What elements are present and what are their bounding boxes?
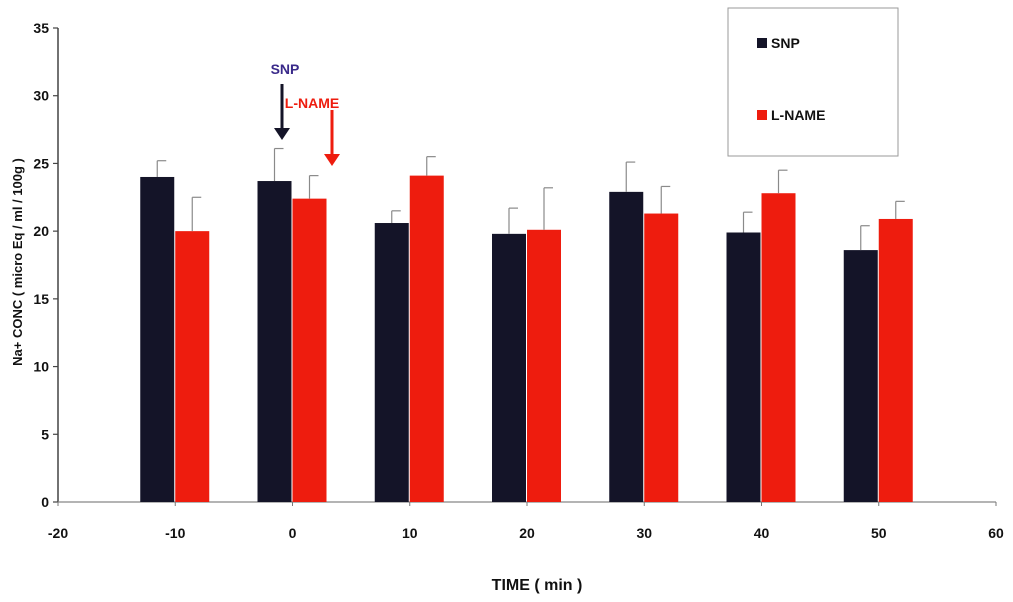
bar-snp: [843, 250, 878, 502]
y-tick-label: 0: [41, 494, 49, 510]
y-tick-label: 15: [33, 291, 49, 307]
bar-snp: [726, 232, 761, 503]
x-tick-label: 20: [519, 525, 535, 541]
bar-l-name: [878, 218, 913, 502]
bar-snp: [492, 233, 526, 502]
y-tick-label: 20: [33, 223, 49, 239]
y-tick-label: 25: [33, 155, 49, 171]
axes: 0 5 10 15 20 25 30 35 -20 -10 0 10 20 30 40 50 60: [33, 20, 1004, 541]
legend-label-snp: SNP: [771, 35, 800, 51]
bar-l-name: [644, 213, 679, 502]
x-axis-title: TIME ( min ): [492, 577, 583, 594]
annotation-arrow-head-l-name: [324, 154, 340, 166]
bar-l-name: [409, 175, 444, 503]
bar-snp: [609, 191, 644, 502]
bar-l-name: [175, 231, 210, 502]
bar-l-name: [527, 229, 561, 502]
x-tick-label: 60: [988, 525, 1004, 541]
x-tick-label: 0: [289, 525, 297, 541]
bar-l-name: [761, 193, 796, 503]
bar-snp: [140, 176, 175, 502]
y-tick-label: 30: [33, 88, 49, 104]
annotations: SNP L-NAME: [271, 61, 340, 166]
bar-snp: [257, 181, 292, 502]
x-tick-label: 50: [871, 525, 887, 541]
error-bars: [156, 147, 905, 251]
x-tick-label: -20: [48, 525, 68, 541]
y-axis-title: Na+ CONC ( micro Eq / ml / 100g ): [10, 158, 25, 366]
x-tick-label: 10: [402, 525, 418, 541]
legend: SNP L-NAME: [727, 7, 899, 157]
annotation-label-l-name: L-NAME: [285, 95, 339, 111]
bar-snp: [374, 223, 409, 502]
y-tick-label: 35: [33, 20, 49, 36]
legend-label-l-name: L-NAME: [771, 107, 825, 123]
legend-box: [727, 7, 899, 157]
bar-l-name: [292, 198, 327, 502]
annotation-label-snp: SNP: [271, 61, 300, 77]
bars: [140, 175, 913, 503]
y-tick-label: 10: [33, 359, 49, 375]
x-tick-label: 40: [754, 525, 770, 541]
x-tick-label: -10: [165, 525, 185, 541]
annotation-arrow-head-snp: [274, 128, 290, 140]
legend-swatch-snp: [757, 38, 767, 48]
x-tick-label: 30: [636, 525, 652, 541]
legend-swatch-l-name: [757, 110, 767, 120]
y-tick-label: 5: [41, 426, 49, 442]
